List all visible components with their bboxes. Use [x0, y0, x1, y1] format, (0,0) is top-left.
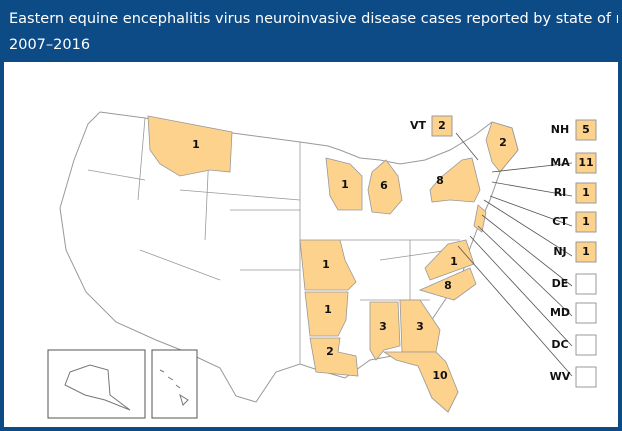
state-value: 2	[499, 136, 507, 149]
state-value: 1	[450, 255, 458, 268]
hawaii-inset	[151, 349, 198, 419]
state	[147, 115, 233, 177]
leader-lines	[455, 132, 573, 377]
state	[429, 157, 481, 203]
state-value: 3	[379, 320, 387, 333]
state-value: 8	[436, 174, 444, 187]
callout-box	[575, 273, 597, 295]
callout-value: 2	[438, 119, 446, 132]
state-value: 2	[326, 345, 334, 358]
state	[309, 337, 359, 377]
alaska	[64, 364, 131, 411]
hawaii	[159, 369, 189, 406]
callout-label: MA	[550, 156, 570, 169]
callout-value: 1	[582, 215, 590, 228]
callout-label: MD	[550, 306, 570, 319]
callout-value: 11	[578, 156, 593, 169]
callout-box	[575, 302, 597, 324]
callout-box	[575, 211, 597, 233]
state	[485, 121, 519, 173]
state	[418, 267, 477, 301]
state-value: 1	[324, 303, 332, 316]
state-value: 1	[192, 138, 200, 151]
subtitle: 2007–2016	[9, 37, 91, 53]
callout-label: NH	[551, 123, 569, 136]
state	[367, 159, 403, 215]
state-borders	[87, 117, 460, 364]
state-value: 6	[380, 179, 388, 192]
highlighted-states	[147, 115, 519, 413]
callout-box	[575, 152, 597, 174]
title-bar: Eastern equine encephalitis virus neuroi…	[4, 4, 618, 62]
state-value: 3	[416, 320, 424, 333]
callout-box	[575, 119, 597, 141]
callout-label: WV	[550, 370, 571, 383]
state-value: 8	[444, 279, 452, 292]
callout-label: DC	[551, 338, 568, 351]
state	[304, 291, 349, 337]
callout-box	[431, 115, 453, 137]
state	[369, 301, 401, 361]
callout-label: RI	[554, 186, 567, 199]
alaska-inset	[47, 349, 146, 419]
callout-box	[575, 241, 597, 263]
state	[473, 204, 487, 233]
state-value: 10	[432, 369, 448, 382]
state	[325, 157, 363, 211]
callout-value: 1	[582, 245, 590, 258]
state	[382, 351, 459, 413]
state	[299, 239, 357, 291]
callout-box	[575, 182, 597, 204]
callout-value: 1	[582, 186, 590, 199]
callout-value: 5	[582, 123, 590, 136]
callout-label: DE	[552, 277, 569, 290]
callout-label: VT	[410, 119, 427, 132]
state-value: 1	[322, 258, 330, 271]
state-value: 1	[341, 178, 349, 191]
callout-label: CT	[552, 215, 568, 228]
state	[399, 299, 441, 353]
title: Eastern equine encephalitis virus neuroi…	[9, 11, 618, 27]
callout-box	[575, 334, 597, 356]
callout-label: NJ	[553, 245, 566, 258]
callout-box	[575, 366, 597, 388]
